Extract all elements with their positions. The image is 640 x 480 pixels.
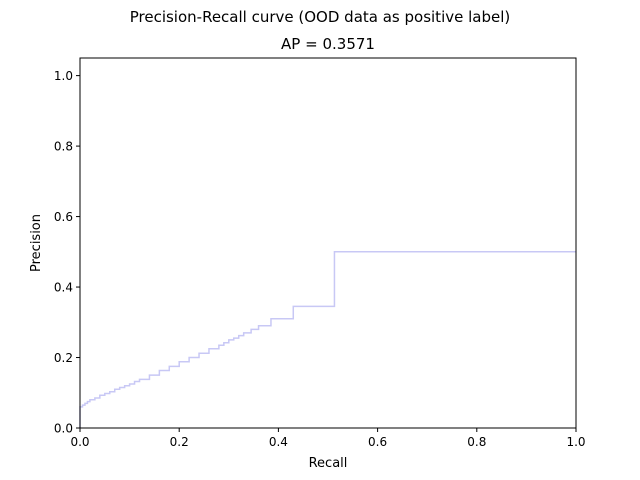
- x-tick-label: 0.6: [368, 435, 387, 449]
- axes-frame: [79, 57, 577, 429]
- x-tick-label: 0.4: [269, 435, 288, 449]
- y-axis-label: Precision: [29, 214, 44, 272]
- x-tick-label: 0.8: [467, 435, 486, 449]
- x-tick-label: 0.2: [170, 435, 189, 449]
- y-tick-label: 0.0: [54, 422, 73, 436]
- figure-suptitle: Precision-Recall curve (OOD data as posi…: [130, 8, 511, 26]
- x-axis-label: Recall: [309, 456, 348, 471]
- y-tick-label: 0.4: [54, 281, 73, 295]
- x-tick-label: 1.0: [566, 435, 585, 449]
- pr-curve-line: [79, 251, 576, 428]
- axes-title: AP = 0.3571: [281, 35, 375, 53]
- x-axis-ticks: 0.0 0.2 0.4 0.6 0.8 1.0: [70, 428, 586, 449]
- y-tick-label: 0.8: [54, 140, 73, 154]
- x-tick-label: 0.0: [70, 435, 89, 449]
- y-tick-label: 1.0: [54, 69, 73, 83]
- y-tick-label: 0.2: [54, 351, 73, 365]
- y-axis-ticks: 0.0 0.2 0.4 0.6 0.8 1.0: [54, 69, 80, 436]
- y-tick-label: 0.6: [54, 210, 73, 224]
- plot-area: [79, 251, 576, 428]
